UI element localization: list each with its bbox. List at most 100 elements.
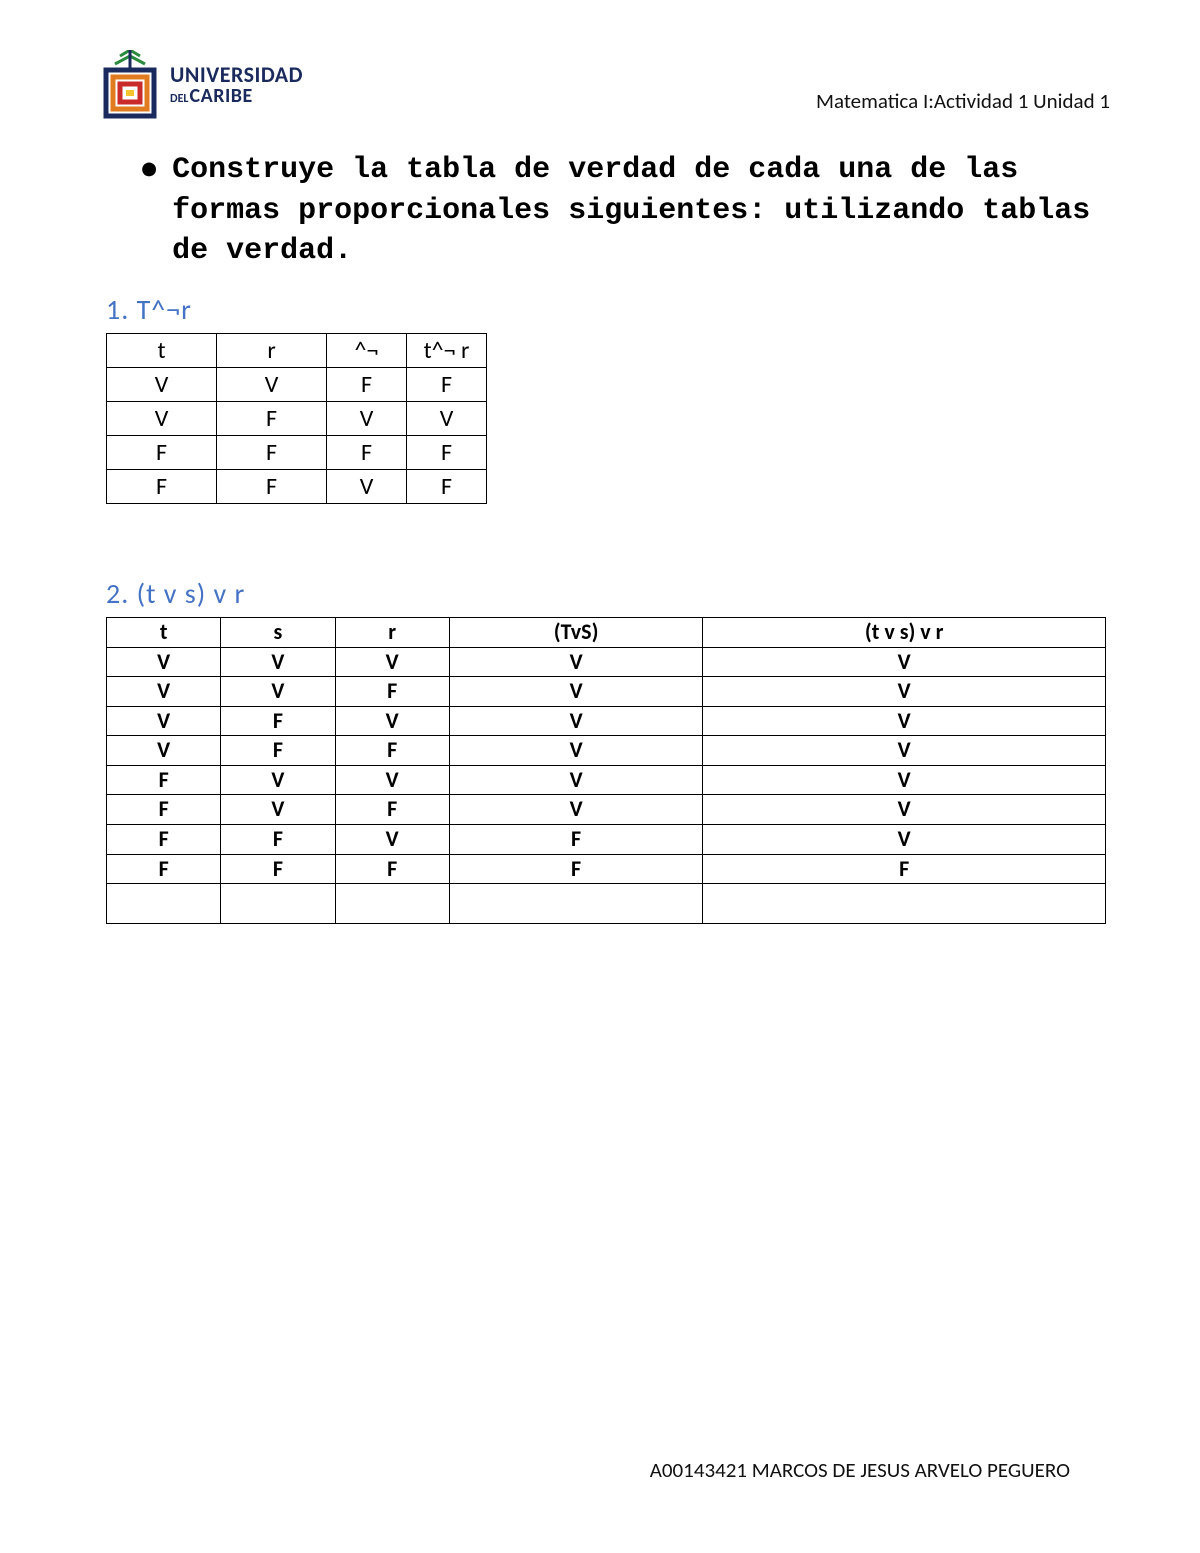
table-cell (703, 884, 1106, 924)
col-header: ^¬ (327, 333, 407, 367)
col-header: (TvS) (449, 617, 703, 647)
table-row: VFVV (107, 401, 487, 435)
table-cell: F (335, 736, 449, 766)
table-cell: V (449, 795, 703, 825)
table-cell: F (221, 736, 335, 766)
table-cell: V (703, 825, 1106, 855)
table-cell: V (449, 647, 703, 677)
table-cell: F (327, 367, 407, 401)
table-cell: V (335, 647, 449, 677)
truth-table-2: t s r (TvS) (t v s) v r VVVVVVVFVVVFVVVV… (106, 617, 1106, 925)
logo-text: UNIVERSIDAD DELCARIBE (170, 64, 303, 106)
table-cell: V (107, 647, 221, 677)
table-cell: F (217, 401, 327, 435)
table-cell: V (221, 647, 335, 677)
page: UNIVERSIDAD DELCARIBE Matematica I:Activ… (0, 0, 1200, 1553)
bullet-icon: ● (140, 150, 158, 184)
table-header-row: t s r (TvS) (t v s) v r (107, 617, 1106, 647)
col-header: r (335, 617, 449, 647)
table-cell: F (703, 854, 1106, 884)
table-cell: V (703, 795, 1106, 825)
table-cell (335, 884, 449, 924)
table-cell: V (335, 706, 449, 736)
table-cell: V (107, 401, 217, 435)
table-row (107, 884, 1106, 924)
col-header: (t v s) v r (703, 617, 1106, 647)
section2-title: 2. (t v s) v r (106, 576, 1110, 611)
table-cell: F (107, 795, 221, 825)
col-header: t^¬ r (407, 333, 487, 367)
table-cell: F (335, 795, 449, 825)
table-row: FVVVV (107, 765, 1106, 795)
logo-line2: DELCARIBE (170, 86, 303, 106)
instruction-block: ● Construye la tabla de verdad de cada u… (140, 150, 1110, 272)
table-cell: V (327, 401, 407, 435)
table-cell: V (107, 677, 221, 707)
truth-table-1: t r ^¬ t^¬ r VVFFVFVVFFFFFFVF (106, 333, 487, 504)
col-header: t (107, 617, 221, 647)
table-cell: V (703, 736, 1106, 766)
table-row: FFFF (107, 435, 487, 469)
table-cell: V (407, 401, 487, 435)
table-cell: V (107, 367, 217, 401)
table-row: FFFFF (107, 854, 1106, 884)
table-cell: F (407, 469, 487, 503)
table-cell: F (107, 825, 221, 855)
table-cell: F (449, 825, 703, 855)
table-cell: V (221, 677, 335, 707)
table-cell: V (703, 677, 1106, 707)
table-cell: V (449, 736, 703, 766)
table-cell: F (217, 435, 327, 469)
table-cell: F (217, 469, 327, 503)
instruction-text: Construye la tabla de verdad de cada una… (172, 150, 1110, 272)
logo-icon (100, 50, 160, 120)
table-cell: F (335, 854, 449, 884)
table-cell: F (107, 854, 221, 884)
table-cell: V (703, 765, 1106, 795)
header: UNIVERSIDAD DELCARIBE Matematica I:Activ… (100, 50, 1110, 120)
table-cell: F (327, 435, 407, 469)
table-cell: F (449, 854, 703, 884)
table-row: VFFVV (107, 736, 1106, 766)
table-cell: F (407, 367, 487, 401)
table-row: FFVF (107, 469, 487, 503)
table-cell: V (449, 706, 703, 736)
col-header: t (107, 333, 217, 367)
col-header: r (217, 333, 327, 367)
table-cell (221, 884, 335, 924)
table-row: VVFVV (107, 677, 1106, 707)
table-cell: V (221, 795, 335, 825)
table-row: VFVVV (107, 706, 1106, 736)
table-cell: V (217, 367, 327, 401)
table-cell: V (703, 706, 1106, 736)
table-cell (449, 884, 703, 924)
table-cell: F (221, 854, 335, 884)
logo-line1: UNIVERSIDAD (170, 64, 303, 86)
col-header: s (221, 617, 335, 647)
table-row: VVFF (107, 367, 487, 401)
table-cell: F (335, 677, 449, 707)
table-row: VVVVV (107, 647, 1106, 677)
table-cell: F (107, 469, 217, 503)
table-header-row: t r ^¬ t^¬ r (107, 333, 487, 367)
table-cell: V (327, 469, 407, 503)
section1-title: 1. T^¬r (106, 292, 1110, 327)
table-cell: V (335, 765, 449, 795)
table-cell: V (449, 765, 703, 795)
university-logo: UNIVERSIDAD DELCARIBE (100, 50, 303, 120)
table-cell: V (107, 736, 221, 766)
table-row: FFVFV (107, 825, 1106, 855)
table-cell: F (221, 706, 335, 736)
table-cell (107, 884, 221, 924)
table-cell: V (335, 825, 449, 855)
course-label: Matematica I:Actividad 1 Unidad 1 (816, 88, 1110, 120)
table-row: FVFVV (107, 795, 1106, 825)
table-cell: V (449, 677, 703, 707)
footer-student-id: A00143421 MARCOS DE JESUS ARVELO PEGUERO (650, 1457, 1070, 1483)
table-cell: F (107, 765, 221, 795)
table-cell: F (107, 435, 217, 469)
table-cell: V (703, 647, 1106, 677)
table-cell: V (221, 765, 335, 795)
table-cell: F (407, 435, 487, 469)
table-cell: F (221, 825, 335, 855)
